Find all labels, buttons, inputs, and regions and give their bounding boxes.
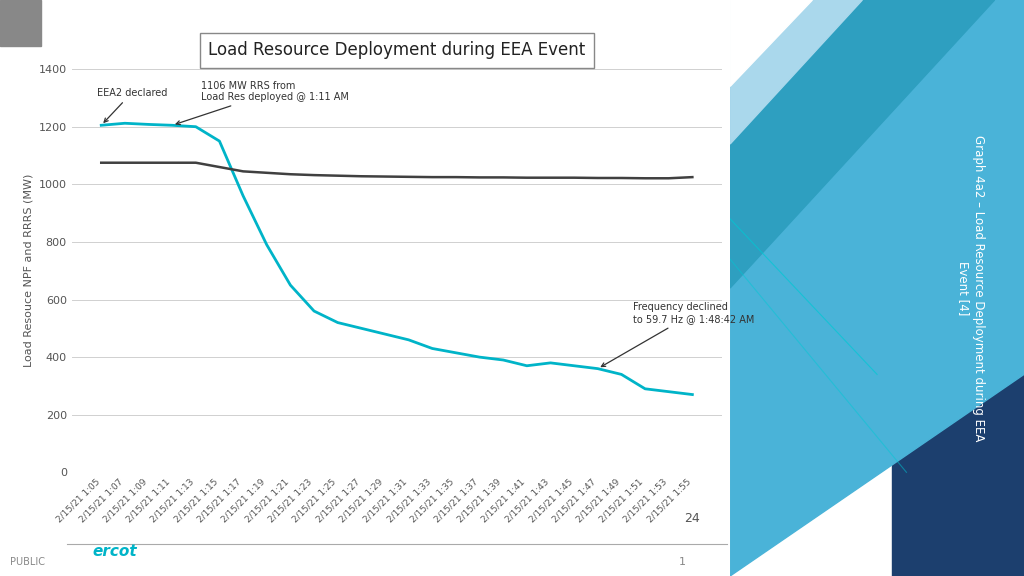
Text: 1106 MW RRS from
Load Res deployed @ 1:11 AM: 1106 MW RRS from Load Res deployed @ 1:1… <box>176 81 348 124</box>
RRRS <box>592 175 604 181</box>
NPF <box>166 122 178 129</box>
NPF <box>426 345 438 352</box>
Title: Load Resource Deployment during EEA Event: Load Resource Deployment during EEA Even… <box>208 41 586 59</box>
NPF <box>497 357 509 363</box>
NPF <box>237 192 249 199</box>
RRRS <box>355 173 368 180</box>
NPF <box>473 354 485 361</box>
RRRS <box>260 169 272 176</box>
NPF <box>379 331 391 338</box>
Polygon shape <box>730 0 994 288</box>
NPF <box>332 319 344 326</box>
Text: Graph 4a2 – Load Resource Deployment during EEA
Event [4]: Graph 4a2 – Load Resource Deployment dur… <box>957 135 985 441</box>
RRRS <box>95 160 108 166</box>
NPF <box>119 120 131 127</box>
RRRS <box>473 174 485 181</box>
RRRS <box>615 175 628 181</box>
RRRS <box>142 160 155 166</box>
Text: PUBLIC: PUBLIC <box>10 556 45 567</box>
Text: 24: 24 <box>684 512 699 525</box>
NPF <box>142 121 155 128</box>
Line: RRRS: RRRS <box>101 163 692 179</box>
Text: EEA2 declared: EEA2 declared <box>96 88 167 122</box>
RRRS <box>663 175 675 182</box>
NPF <box>520 362 532 369</box>
RRRS <box>450 174 462 181</box>
RRRS <box>545 175 557 181</box>
RRRS <box>402 173 415 180</box>
RRRS <box>237 168 249 175</box>
NPF <box>686 391 698 398</box>
RRRS <box>285 171 297 178</box>
NPF <box>545 359 557 366</box>
RRRS <box>568 175 581 181</box>
Text: Frequency declined
to 59.7 Hz @ 1:48:42 AM: Frequency declined to 59.7 Hz @ 1:48:42 … <box>601 302 755 366</box>
RRRS <box>332 172 344 179</box>
NPF <box>260 241 272 248</box>
Bar <box>892 0 1024 576</box>
NPF <box>189 123 202 130</box>
Text: 1: 1 <box>679 556 686 567</box>
NPF <box>450 349 462 356</box>
RRRS <box>497 174 509 181</box>
RRRS <box>189 160 202 166</box>
RRRS <box>379 173 391 180</box>
Text: ercot: ercot <box>92 544 137 559</box>
RRRS <box>639 175 651 182</box>
NPF <box>308 308 321 314</box>
RRRS <box>426 174 438 181</box>
NPF <box>615 371 628 378</box>
RRRS <box>213 164 225 170</box>
Line: NPF: NPF <box>101 123 692 395</box>
NPF <box>663 388 675 395</box>
NPF <box>402 336 415 343</box>
NPF <box>213 138 225 145</box>
NPF <box>355 325 368 332</box>
RRRS <box>308 172 321 179</box>
NPF <box>95 122 108 129</box>
RRRS <box>686 174 698 181</box>
NPF <box>568 362 581 369</box>
Polygon shape <box>730 0 1024 576</box>
Y-axis label: Load Resouce NPF and RRRS (MW): Load Resouce NPF and RRRS (MW) <box>24 174 33 367</box>
RRRS <box>520 175 532 181</box>
NPF <box>592 365 604 372</box>
NPF <box>639 385 651 392</box>
RRRS <box>119 160 131 166</box>
RRRS <box>166 160 178 166</box>
Polygon shape <box>730 0 812 86</box>
Polygon shape <box>730 0 862 144</box>
NPF <box>285 282 297 289</box>
